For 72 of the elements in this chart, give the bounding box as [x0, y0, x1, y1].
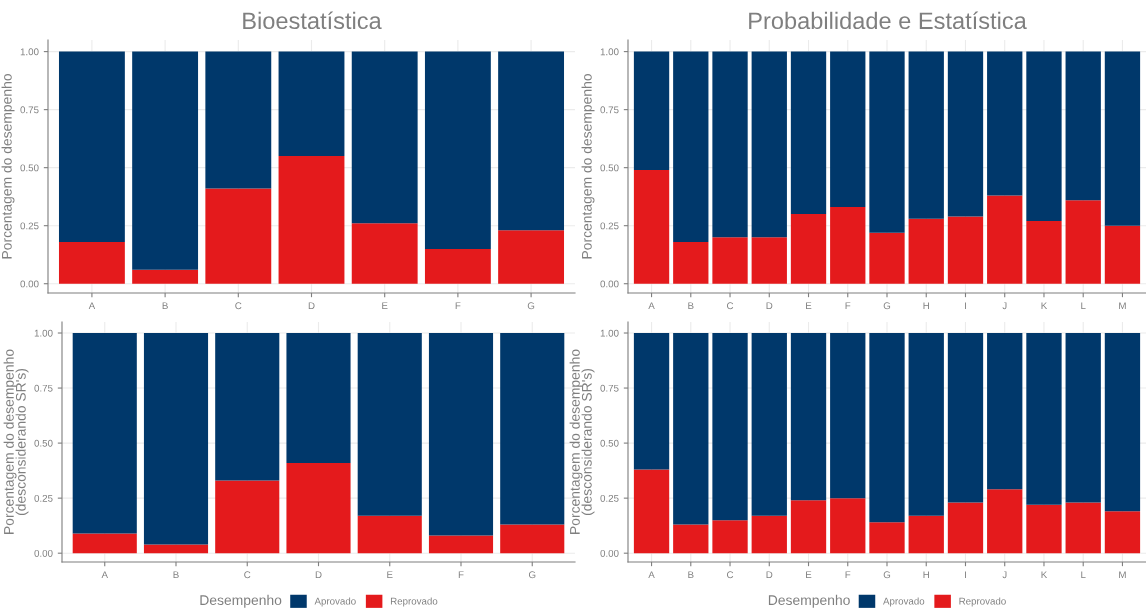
x-tick-label: D — [766, 571, 773, 579]
x-tick-label: F — [458, 571, 464, 579]
y-tick-label: 0.25 — [20, 222, 39, 230]
y-tick-label: 0.00 — [600, 280, 619, 288]
x-tick-label: D — [315, 571, 322, 579]
x-tick-label: B — [162, 302, 168, 310]
x-tick-label: B — [173, 571, 179, 579]
y-tick-label: 0.25 — [600, 222, 619, 230]
x-tick-label: F — [455, 302, 461, 310]
legend-label: Aprovado — [883, 597, 925, 607]
x-tick-label: A — [88, 302, 96, 310]
x-tick-label: D — [308, 302, 315, 310]
x-tick-label: G — [528, 571, 536, 579]
y-tick-label: 0.50 — [600, 164, 619, 172]
y-axis-title: Porcentagem do desempenho — [581, 74, 595, 259]
x-tick-label: L — [1081, 571, 1086, 579]
x-tick-label: E — [387, 571, 393, 579]
x-tick-label: G — [883, 571, 891, 579]
x-tick-label: I — [965, 302, 966, 310]
x-tick-label: A — [648, 571, 655, 579]
y-tick-label: 1.00 — [600, 329, 619, 337]
x-tick-label: H — [923, 571, 929, 579]
x-tick-label: J — [1002, 302, 1007, 310]
y-tick-label: 0.50 — [20, 164, 39, 172]
x-tick-label: E — [806, 571, 812, 579]
y-tick-label: 0.25 — [600, 494, 619, 502]
y-tick-label: 0.00 — [600, 549, 619, 557]
x-tick-label: E — [382, 302, 388, 310]
y-tick-label: 1.00 — [600, 48, 619, 56]
x-tick-label: F — [845, 302, 851, 310]
legend-title: Desempenho — [200, 594, 282, 608]
x-tick-label: G — [527, 302, 535, 310]
y-tick-label: 1.00 — [20, 48, 39, 56]
y-tick-label: 0.75 — [600, 384, 619, 392]
legend-title: Desempenho — [768, 594, 850, 608]
x-tick-label: K — [1041, 302, 1048, 310]
y-tick-label: 0.50 — [34, 439, 53, 447]
x-tick-label: L — [1081, 302, 1086, 310]
y-tick-label: 0.00 — [20, 280, 39, 288]
x-tick-label: J — [1002, 571, 1007, 579]
x-tick-label: M — [1119, 571, 1126, 579]
y-axis-title: Porcentagem do desempenho — [1, 74, 15, 259]
x-tick-label: A — [648, 302, 655, 310]
x-tick-label: B — [688, 571, 694, 579]
y-tick-label: 0.75 — [600, 106, 619, 114]
legend-label: Aprovado — [314, 597, 356, 607]
y-tick-label: 0.75 — [34, 384, 53, 392]
legend-label: Reprovado — [959, 597, 1006, 607]
x-tick-label: E — [806, 302, 812, 310]
y-tick-label: 0.75 — [20, 106, 39, 114]
y-tick-label: 1.00 — [34, 329, 53, 337]
chart-title: Probabilidade e Estatística — [749, 11, 1027, 30]
x-tick-label: C — [727, 302, 734, 310]
x-tick-label: K — [1041, 571, 1048, 579]
x-tick-label: G — [883, 302, 891, 310]
x-tick-label: H — [923, 302, 929, 310]
y-axis-title: Porcentagem do desempenho (desconsiderando SR's) — [569, 349, 595, 534]
x-tick-label: D — [766, 302, 773, 310]
y-tick-label: 0.00 — [34, 549, 53, 557]
y-axis-title: Porcentagem do desempenho (desconsiderando SR's) — [3, 349, 29, 534]
chart-title: Bioestatística — [243, 11, 382, 30]
x-tick-label: F — [845, 571, 851, 579]
legend-label: Reprovado — [390, 597, 438, 607]
x-tick-label: C — [235, 302, 242, 310]
x-tick-label: C — [727, 571, 734, 579]
x-tick-label: I — [965, 571, 966, 579]
y-tick-label: 0.25 — [34, 494, 53, 502]
y-tick-label: 0.50 — [600, 439, 619, 447]
x-tick-label: C — [244, 571, 251, 579]
x-tick-label: B — [688, 302, 694, 310]
x-tick-label: M — [1119, 302, 1126, 310]
x-tick-label: A — [101, 571, 108, 579]
